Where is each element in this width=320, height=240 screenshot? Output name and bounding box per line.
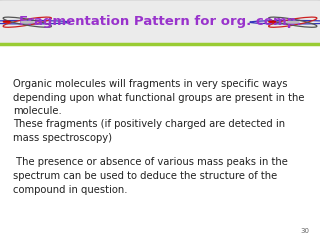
Text: These fragments (if positively charged are detected in
mass spectroscopy): These fragments (if positively charged a… bbox=[13, 119, 285, 143]
Circle shape bbox=[269, 21, 276, 22]
Text: 30: 30 bbox=[301, 228, 310, 234]
Circle shape bbox=[3, 21, 10, 22]
Text: The presence or absence of various mass peaks in the
spectrum can be used to ded: The presence or absence of various mass … bbox=[13, 157, 288, 195]
Circle shape bbox=[21, 21, 34, 23]
Text: Organic molecules will fragments in very specific ways
depending upon what funct: Organic molecules will fragments in very… bbox=[13, 79, 305, 116]
FancyBboxPatch shape bbox=[0, 0, 320, 45]
Circle shape bbox=[286, 21, 299, 23]
Text: Fragmentation Pattern for org. comp.: Fragmentation Pattern for org. comp. bbox=[19, 15, 301, 28]
